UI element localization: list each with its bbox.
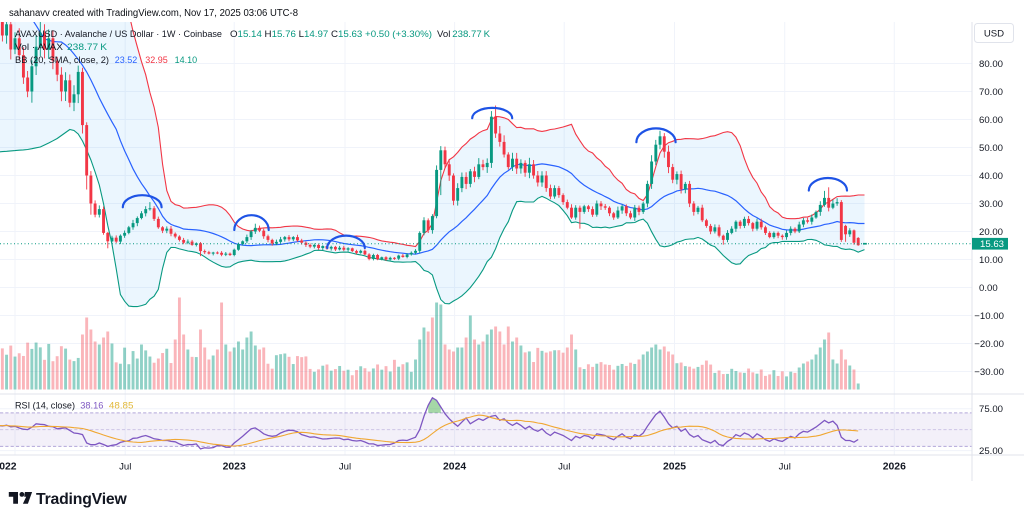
svg-text:70.00: 70.00 [979, 87, 1003, 98]
svg-text:2025: 2025 [663, 462, 686, 473]
svg-text:2024: 2024 [443, 462, 466, 473]
svg-text:50.00: 50.00 [979, 143, 1003, 154]
svg-text:30.00: 30.00 [979, 199, 1003, 210]
svg-text:RSI (14, close): RSI (14, close) [15, 400, 75, 411]
svg-text:−30.00: −30.00 [974, 367, 1004, 378]
svg-text:Jul: Jul [339, 462, 351, 473]
svg-text:40.00: 40.00 [979, 171, 1003, 182]
svg-text:38.16: 38.16 [80, 400, 103, 411]
svg-text:0.00: 0.00 [979, 283, 998, 294]
svg-text:Jul: Jul [779, 462, 791, 473]
svg-text:Vol · AVAX: Vol · AVAX [15, 42, 64, 53]
svg-text:60.00: 60.00 [979, 115, 1003, 126]
svg-text:USD: USD [984, 28, 1004, 39]
svg-text:2022: 2022 [0, 462, 17, 473]
svg-text:32.95: 32.95 [145, 55, 168, 66]
svg-text:Jul: Jul [119, 462, 131, 473]
svg-text:Jul: Jul [558, 462, 570, 473]
svg-text:80.00: 80.00 [979, 59, 1003, 70]
svg-text:O15.14 H15.76 L14.97 C15.63 +0: O15.14 H15.76 L14.97 C15.63 +0.50 (+3.30… [230, 29, 432, 40]
svg-text:2026: 2026 [883, 462, 906, 473]
svg-text:AVAXUSD · Avalanche / US Dolla: AVAXUSD · Avalanche / US Dollar · 1W · C… [15, 29, 222, 40]
svg-text:25.00: 25.00 [979, 446, 1003, 457]
svg-text:2023: 2023 [223, 462, 246, 473]
svg-text:14.10: 14.10 [175, 55, 198, 66]
svg-text:−20.00: −20.00 [974, 339, 1004, 350]
svg-text:15.63: 15.63 [980, 239, 1004, 250]
svg-text:TradingView: TradingView [36, 491, 127, 508]
svg-text:sahanavv created with TradingV: sahanavv created with TradingView.com, N… [9, 8, 298, 19]
svg-text:−10.00: −10.00 [974, 311, 1004, 322]
svg-text:20.00: 20.00 [979, 227, 1003, 238]
svg-text:75.00: 75.00 [979, 404, 1003, 415]
svg-text:23.52: 23.52 [115, 55, 138, 66]
svg-text:10.00: 10.00 [979, 255, 1003, 266]
svg-text:238.77 K: 238.77 K [67, 42, 108, 53]
svg-text:Vol 238.77 K: Vol 238.77 K [437, 29, 491, 40]
svg-text:BB (20, SMA, close, 2): BB (20, SMA, close, 2) [15, 55, 109, 66]
svg-text:48.85: 48.85 [109, 400, 134, 411]
